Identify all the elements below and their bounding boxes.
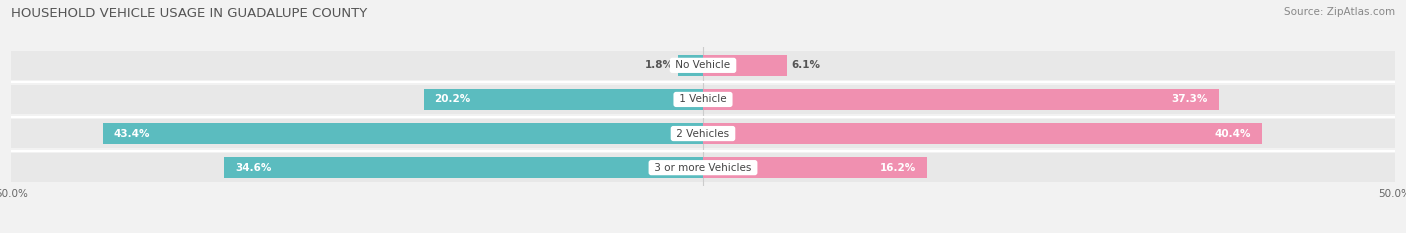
Text: 43.4%: 43.4% [114, 129, 150, 139]
Text: 34.6%: 34.6% [235, 163, 271, 173]
Bar [703, 89, 1219, 110]
Bar [703, 55, 787, 76]
Text: 16.2%: 16.2% [880, 163, 917, 173]
Text: 6.1%: 6.1% [792, 60, 821, 70]
Bar [11, 51, 1395, 80]
Text: No Vehicle: No Vehicle [672, 60, 734, 70]
Bar [703, 157, 927, 178]
Text: Source: ZipAtlas.com: Source: ZipAtlas.com [1284, 7, 1395, 17]
Bar [225, 157, 703, 178]
Bar [103, 123, 703, 144]
Bar [11, 119, 1395, 148]
Bar [703, 123, 1263, 144]
Text: 1 Vehicle: 1 Vehicle [676, 94, 730, 104]
Text: 3 or more Vehicles: 3 or more Vehicles [651, 163, 755, 173]
Text: 2 Vehicles: 2 Vehicles [673, 129, 733, 139]
Bar [11, 153, 1395, 182]
Bar [423, 89, 703, 110]
Text: HOUSEHOLD VEHICLE USAGE IN GUADALUPE COUNTY: HOUSEHOLD VEHICLE USAGE IN GUADALUPE COU… [11, 7, 367, 20]
Bar [11, 85, 1395, 114]
Text: 20.2%: 20.2% [434, 94, 471, 104]
Bar [678, 55, 703, 76]
Text: 1.8%: 1.8% [645, 60, 673, 70]
Text: 37.3%: 37.3% [1171, 94, 1208, 104]
Text: 40.4%: 40.4% [1215, 129, 1251, 139]
